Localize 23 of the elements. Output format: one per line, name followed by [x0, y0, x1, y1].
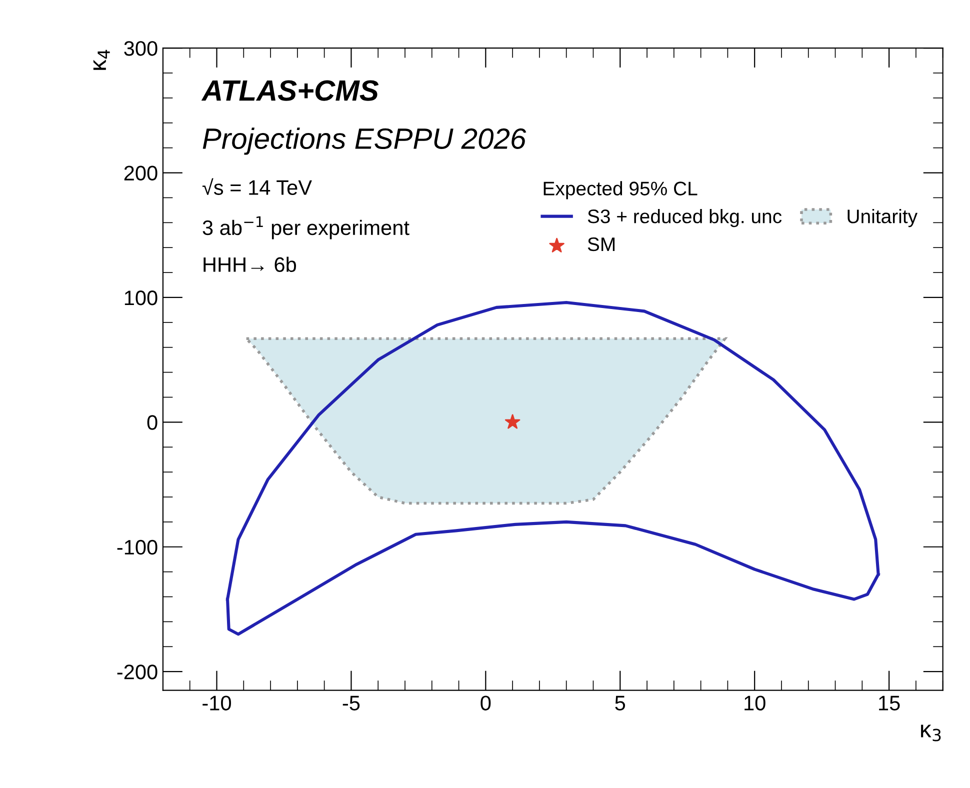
legend-title: Expected 95% CL	[544, 181, 698, 200]
x-tick-label: 0	[480, 696, 491, 710]
x-axis-title: κ$_{3}$	[921, 724, 941, 742]
y-tick-label: 0	[147, 415, 158, 430]
x-tick-label: -5	[342, 696, 360, 710]
annotation: HHH→ 6b	[204, 256, 296, 272]
legend-label: Unitarity	[848, 209, 918, 228]
y-tick-label: 200	[124, 166, 158, 181]
x-tick-label: 10	[744, 696, 766, 710]
y-tick-label: -200	[117, 664, 158, 680]
annotation: Projections ESPPU 2026	[202, 128, 526, 155]
x-tick-label: 15	[879, 696, 900, 710]
annotation: 3 ab$^{−1}$ per experiment	[202, 216, 410, 240]
x-tick-label: 5	[615, 696, 626, 710]
legend-label: SM	[588, 237, 615, 252]
annotation: √s = 14 TeV	[202, 178, 312, 195]
x-tick-label: -10	[202, 696, 231, 710]
y-axis-title: κ$_{4}$	[93, 50, 110, 70]
y-tick-label: 100	[124, 290, 158, 306]
legend-label: S3 + reduced bkg. unc	[588, 209, 782, 228]
annotation: ATLAS+CMS	[201, 80, 379, 101]
y-tick-label: -100	[117, 540, 158, 555]
y-tick-label: 300	[124, 41, 158, 56]
